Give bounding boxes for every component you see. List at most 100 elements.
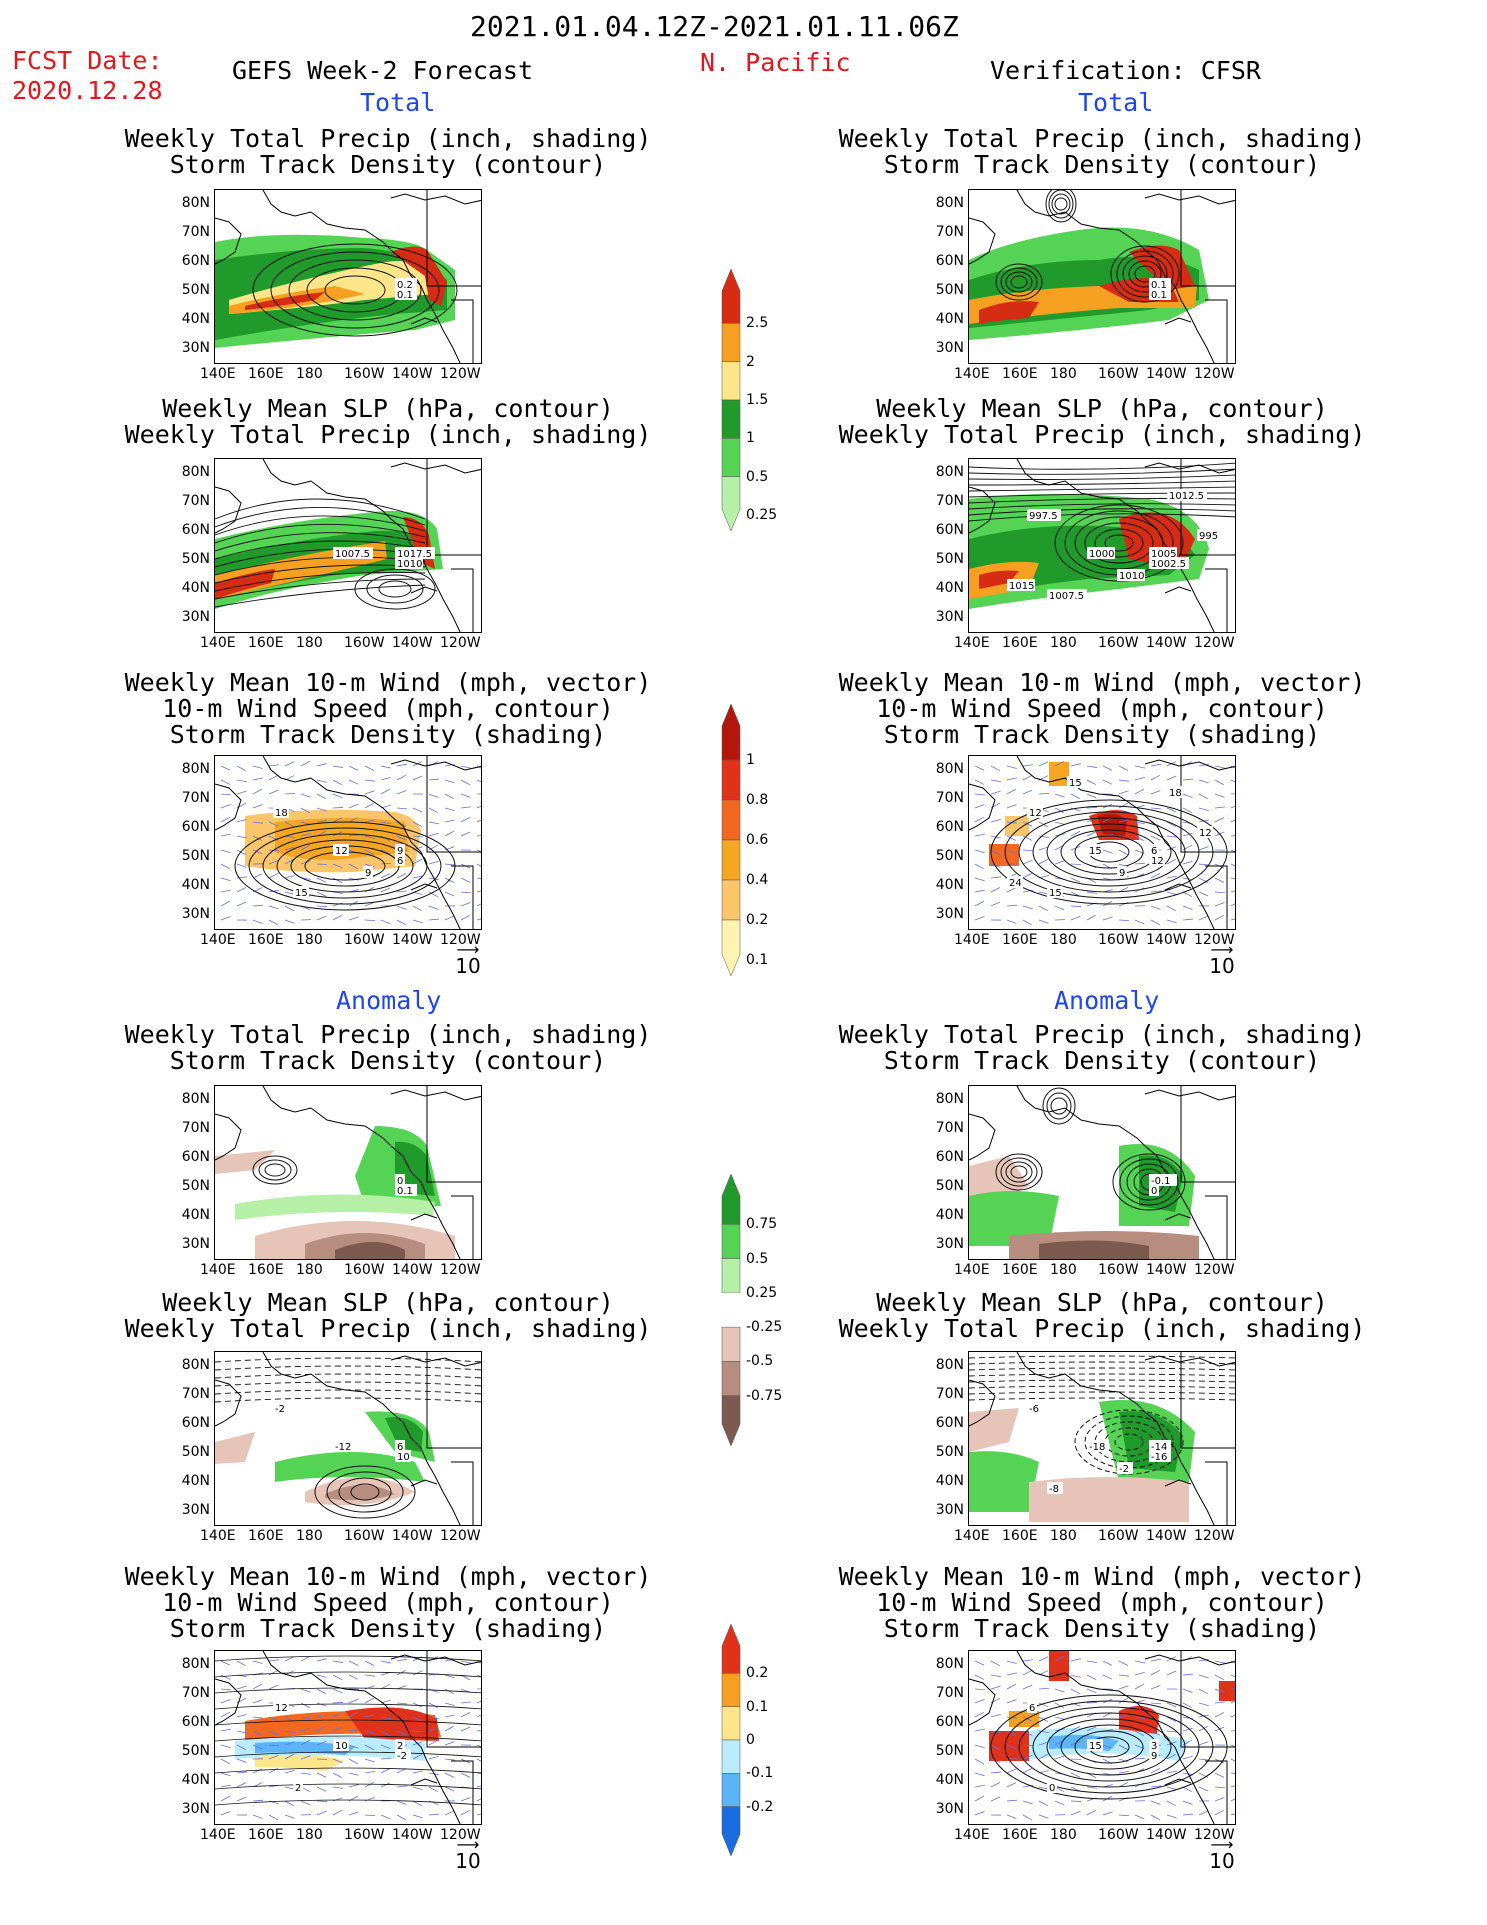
lat-tick-right-5: 70N <box>935 1386 964 1402</box>
lat-tick-left-5: 40N <box>181 1473 210 1489</box>
panel-title-right-1-line2: Storm Track Density (contour) <box>883 150 1321 179</box>
panel-title-left-4-line1: Weekly Total Precip (inch, shading) <box>124 1020 652 1049</box>
contour-label: 997.5 <box>1029 511 1058 522</box>
lat-tick-right-5: 30N <box>935 1502 964 1518</box>
lat-tick-right-2: 80N <box>935 464 964 480</box>
lon-tick-left-1: 180 <box>296 366 323 382</box>
lon-tick-left-5: 180 <box>296 1528 323 1544</box>
lon-tick-right-6: 160E <box>1002 1827 1038 1843</box>
contour-label: 6 <box>397 1442 403 1453</box>
lat-tick-left-5: 70N <box>181 1386 210 1402</box>
lon-tick-right-5: 180 <box>1050 1528 1077 1544</box>
colorbar-precip-total-label: 1.5 <box>746 392 769 408</box>
panel-title-left-1-line1: Weekly Total Precip (inch, shading) <box>124 124 652 153</box>
contour-label: 1005 <box>1151 549 1176 560</box>
panel-title-right-2-line2: Weekly Total Precip (inch, shading) <box>838 420 1366 449</box>
lon-tick-right-4: 160E <box>1002 1262 1038 1278</box>
vector-ref-right-3: 10 <box>1209 954 1235 978</box>
lon-tick-left-4: 180 <box>296 1262 323 1278</box>
lat-tick-left-4: 50N <box>181 1178 210 1194</box>
vector-ref-arrow-right-6: ⟶ <box>1210 1835 1234 1854</box>
vector-ref-arrow-left-3: ⟶ <box>456 940 480 959</box>
vector-ref-right-6: 10 <box>1209 1849 1235 1873</box>
date-range: 2021.01.04.12Z-2021.01.11.06Z <box>470 10 959 43</box>
panel-title-right-3-line2: 10-m Wind Speed (mph, contour) <box>876 694 1328 723</box>
lat-tick-right-1: 70N <box>935 224 964 240</box>
contour-label: 6 <box>397 856 403 867</box>
lon-tick-left-2: 160W <box>344 635 385 651</box>
lat-tick-left-2: 50N <box>181 551 210 567</box>
lat-tick-left-4: 70N <box>181 1120 210 1136</box>
lon-tick-right-1: 120W <box>1194 366 1235 382</box>
lat-tick-left-3: 80N <box>181 761 210 777</box>
contour-label: 0.2 <box>397 280 413 291</box>
contour-label: 1000 <box>1089 549 1114 560</box>
lon-tick-right-6: 140E <box>954 1827 990 1843</box>
lat-tick-right-6: 50N <box>935 1743 964 1759</box>
lon-tick-right-2: 160W <box>1098 635 1139 651</box>
map-left-4: 0 0.1 <box>214 1085 482 1260</box>
map-left-6: 2 -2 10 12 2 <box>214 1650 482 1825</box>
lon-tick-left-2: 140E <box>200 635 236 651</box>
contour-label: 2 <box>397 1741 403 1752</box>
left-title: GEFS Week-2 Forecast <box>232 56 534 85</box>
lat-tick-left-3: 40N <box>181 877 210 893</box>
colorbar-storm-total-label: 0.2 <box>746 912 769 928</box>
colorbar-precip-anomaly-label: 0.25 <box>746 1284 778 1301</box>
panel-title-right-4-line1: Weekly Total Precip (inch, shading) <box>838 1020 1366 1049</box>
lat-tick-left-1: 40N <box>181 311 210 327</box>
lat-tick-right-4: 70N <box>935 1120 964 1136</box>
lat-tick-left-2: 80N <box>181 464 210 480</box>
lon-tick-left-2: 160E <box>248 635 284 651</box>
lat-tick-left-6: 40N <box>181 1772 210 1788</box>
lon-tick-right-5: 140E <box>954 1528 990 1544</box>
lon-tick-right-6: 160W <box>1098 1827 1139 1843</box>
map-plot-right-6: 39 15 6 0 <box>969 1651 1235 1824</box>
panel-title-left-2-line2: Weekly Total Precip (inch, shading) <box>124 420 652 449</box>
colorbar-precip-anomaly-label: -0.5 <box>746 1353 774 1370</box>
panel-title-left-2-line1: Weekly Mean SLP (hPa, contour) <box>162 394 614 423</box>
map-right-2: 1005 1002.5 1000 997.5 1007.5 1010 1012.5 1015 9… <box>968 458 1236 633</box>
region-label: N. Pacific <box>700 48 851 77</box>
contour-label: -18 <box>1089 1442 1105 1453</box>
contour-label: 15 <box>1049 888 1062 899</box>
map-right-5: -14 -16 -18 -6 -8 -2 <box>968 1351 1236 1526</box>
lat-tick-left-1: 30N <box>181 340 210 356</box>
section-total-left: Total <box>360 88 436 117</box>
lat-tick-right-3: 80N <box>935 761 964 777</box>
contour-label: 0.1 <box>397 1186 413 1197</box>
contour-label: 0 <box>1151 1186 1157 1197</box>
lon-tick-right-1: 180 <box>1050 366 1077 382</box>
panel-title-right-4-line2: Storm Track Density (contour) <box>883 1046 1321 1075</box>
contour-label: -14 <box>1151 1442 1167 1453</box>
lon-tick-left-3: 140W <box>392 932 433 948</box>
lat-tick-left-4: 80N <box>181 1091 210 1107</box>
lat-tick-right-1: 30N <box>935 340 964 356</box>
lat-tick-right-1: 40N <box>935 311 964 327</box>
map-plot-right-1: 0.10.1 <box>969 190 1235 363</box>
lon-tick-left-4: 140W <box>392 1262 433 1278</box>
colorbar-storm-anomaly-label: 0 <box>746 1732 755 1748</box>
contour-label: 3 <box>1151 1741 1157 1752</box>
contour-label: 12 <box>1151 856 1164 867</box>
contour-label: 1002.5 <box>1151 559 1186 570</box>
colorbar-precip-anomaly <box>721 1173 741 1447</box>
lon-tick-left-4: 120W <box>440 1262 481 1278</box>
lon-tick-right-6: 180 <box>1050 1827 1077 1843</box>
contour-label: 12 <box>1029 808 1042 819</box>
map-plot-left-4: 00.1 <box>215 1086 481 1259</box>
panel-title-left-5-line1: Weekly Mean SLP (hPa, contour) <box>162 1288 614 1317</box>
right-title: Verification: CFSR <box>990 56 1261 85</box>
lat-tick-left-5: 50N <box>181 1444 210 1460</box>
lat-tick-left-4: 30N <box>181 1236 210 1252</box>
lat-tick-left-1: 60N <box>181 253 210 269</box>
lat-tick-right-2: 60N <box>935 522 964 538</box>
lon-tick-left-4: 140E <box>200 1262 236 1278</box>
lon-tick-left-5: 120W <box>440 1528 481 1544</box>
colorbar-precip-total-label: 0.25 <box>746 507 778 523</box>
contour-label: 12 <box>1199 828 1212 839</box>
